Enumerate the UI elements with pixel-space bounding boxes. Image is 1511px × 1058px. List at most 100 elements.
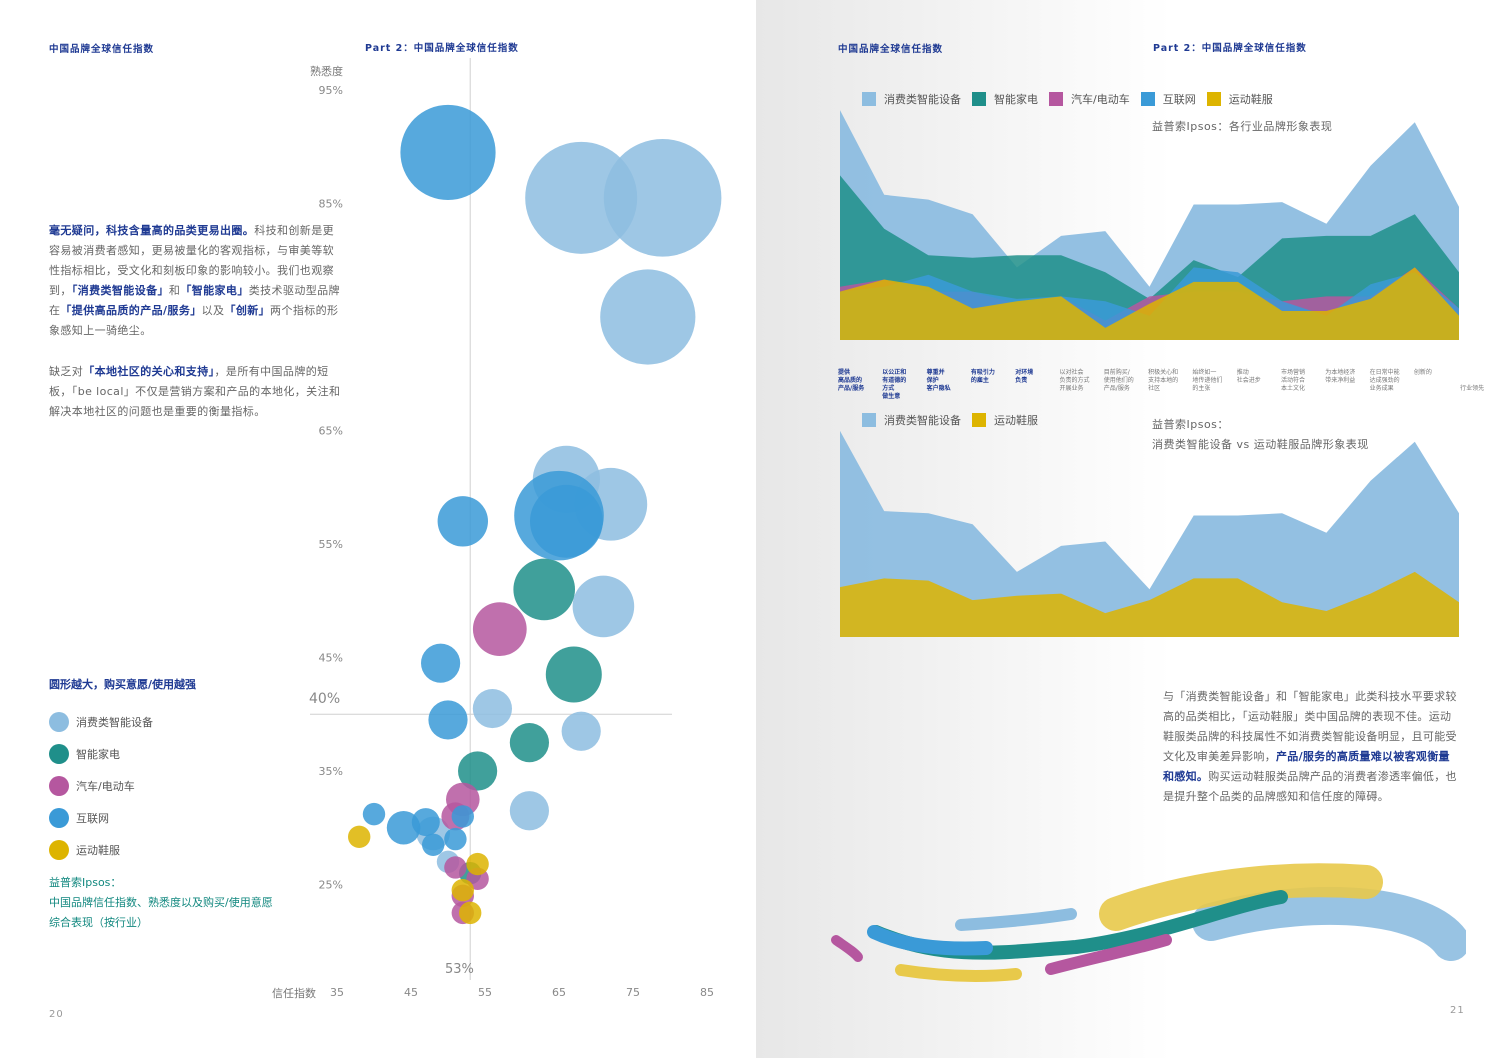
y-axis-title: 熟悉度: [310, 64, 343, 78]
intro-paragraph-run-bold: 「消费类智能设备」: [71, 284, 169, 297]
local-paragraph: 缺乏对「本地社区的关心和支持」，是所有中国品牌的短板，「be local」不仅是…: [49, 362, 345, 422]
legend-square-icon: [862, 413, 876, 427]
source-line: 益普索Ipsos：: [49, 876, 122, 889]
bottom-chart-area-1: [840, 571, 1459, 637]
legend-square-icon: [1049, 92, 1063, 106]
area-legend-item: 消费类智能设备: [862, 91, 961, 107]
bubble-3-6: [362, 802, 386, 826]
legend-dot-icon: [49, 712, 69, 732]
bubble-0-5: [572, 575, 635, 638]
category-label: 为本地经济 带来净利益: [1325, 369, 1356, 384]
trust-reference-label: 53%: [445, 962, 474, 977]
page-number-right: 21: [1450, 1005, 1465, 1016]
x-tick-label: 65: [552, 986, 566, 999]
bubble-3-10: [444, 827, 467, 851]
area-legend-label: 运动鞋服: [994, 414, 1038, 427]
legend-label: 消费类智能设备: [76, 716, 153, 729]
local-paragraph-run-text: ，是所有中国品牌的短板，「be local」不仅是营销方案和产品的本地化，关注和…: [49, 365, 341, 418]
category-label: 以公正和 有道德的 方式 做生意: [882, 369, 907, 400]
intro-paragraph-run-text: 科技和创新是更容易被消费者感知，更易被量化的客观指标，与审美等软性指标相比，受文…: [49, 224, 335, 297]
legend-dot-icon: [49, 776, 69, 796]
bubble-2-3: [444, 856, 467, 879]
category-labels: 提供 高品质的 产品/服务 以公正和 有道德的 方式 做生意 尊重并 保护 客户隐私…: [838, 369, 1484, 403]
bubble-1-2: [509, 723, 549, 763]
area-legend-item: 运动鞋服: [972, 412, 1038, 428]
y-tick-label: 55%: [319, 538, 343, 551]
bubble-1-3: [458, 751, 498, 791]
legend-dot-icon: [49, 808, 69, 828]
legend-label: 互联网: [76, 812, 109, 825]
bubble-4-1: [466, 852, 489, 876]
legend-label: 智能家电: [76, 748, 120, 761]
intro-paragraph-run-bold: 「创新」: [224, 304, 271, 317]
intro-paragraph-run-bold: 「智能家电」: [180, 284, 249, 297]
area-legend-label: 汽车/电动车: [1071, 93, 1130, 106]
x-tick-label: 35: [330, 986, 344, 999]
bottom-caption-line1: 益普索Ipsos：: [1152, 418, 1229, 431]
legend-dot-icon: [49, 840, 69, 860]
familiarity-reference-label: 40%: [309, 691, 340, 707]
category-label: 尊重并 保护 客户隐私: [926, 369, 951, 392]
category-label: 目前购买/ 使用他们的 产品/服务: [1103, 369, 1134, 392]
bubble-0-7: [561, 711, 601, 751]
intro-paragraph-run-text: 以及: [201, 304, 225, 317]
x-tick-label: 55: [478, 986, 492, 999]
bottom-chart-caption: 益普索Ipsos： 消费类智能设备 vs 运动鞋服品牌形象表现: [1152, 415, 1369, 455]
legend-dot-icon: [49, 744, 69, 764]
bubble-4-2: [451, 878, 474, 902]
bubble-3-1: [437, 496, 488, 547]
bubble-3-3: [530, 484, 603, 558]
area-legend-label: 消费类智能设备: [884, 414, 961, 427]
top-area-legend: 消费类智能设备 智能家电 汽车/电动车 互联网 运动鞋服: [862, 91, 1273, 107]
intro-paragraph-run-text: 两个指标的形象感知上一骑绝尘。: [49, 304, 339, 337]
bubble-3-9: [451, 805, 474, 828]
left-header: 中国品牌全球信任指数: [49, 44, 155, 55]
legend-item: 消费类智能设备: [49, 706, 153, 738]
y-tick-label: 45%: [319, 652, 343, 665]
intro-paragraph-run-bold: 「提供高品质的产品/服务」: [60, 304, 202, 317]
category-label: 行业领先: [1460, 385, 1485, 392]
right-paragraph-run-bold: 产品/服务的高质量难以被客观衡量和感知。: [1163, 750, 1450, 783]
x-tick-label: 85: [700, 986, 714, 999]
legend-square-icon: [1206, 92, 1221, 106]
bubble-0-2: [600, 269, 696, 365]
intro-paragraph-run-text: 和: [168, 284, 181, 297]
y-tick-label: 85%: [319, 198, 343, 211]
legend-title: 圆形越大，购买意愿/使用越强: [49, 678, 197, 691]
bubble-0-8: [509, 791, 549, 831]
bubble-3-0: [400, 104, 496, 201]
legend-item: 运动鞋服: [49, 834, 153, 866]
area-legend-label: 运动鞋服: [1228, 93, 1273, 106]
bubble-4-0: [348, 825, 371, 849]
x-tick-label: 45: [404, 986, 418, 999]
legend-square-icon: [972, 413, 986, 427]
legend-item: 互联网: [49, 802, 153, 834]
bottom-caption-line2: 消费类智能设备 vs 运动鞋服品牌形象表现: [1152, 438, 1369, 451]
category-label: 在日常中能 达成强劲的 业务成果: [1369, 369, 1400, 392]
bubble-0-0: [525, 141, 638, 254]
area-legend-label: 互联网: [1162, 93, 1196, 106]
area-legend-item: 智能家电: [972, 91, 1038, 107]
area-legend-item: 互联网: [1140, 91, 1196, 107]
legend-label: 运动鞋服: [76, 844, 120, 857]
y-tick-label: 65%: [319, 425, 343, 438]
right-paragraph-run-text: 与「消费类智能设备」和「智能家电」此类科技水平要求较高的品类相比，「运动鞋服」类…: [1163, 690, 1457, 763]
legend-square-icon: [972, 92, 986, 106]
category-label: 始终如一 地传递他们 的主张: [1192, 369, 1223, 392]
page-number-left: 20: [49, 1009, 64, 1020]
category-label: 提供 高品质的 产品/服务: [838, 369, 865, 392]
top-chart-caption: 益普索Ipsos：各行业品牌形象表现: [1152, 120, 1333, 133]
intro-paragraph: 毫无疑问，科技含量高的品类更易出圈。科技和创新是更容易被消费者感知，更易被量化的…: [49, 221, 345, 341]
legend-square-icon: [1140, 92, 1155, 106]
legend-square-icon: [862, 92, 876, 106]
bubble-1-0: [513, 558, 575, 621]
x-tick-label: 75: [626, 986, 640, 999]
legend-label: 汽车/电动车: [76, 780, 135, 793]
source-line: 中国品牌信任指数、熟悉度以及购买/使用意愿: [49, 896, 273, 909]
right-header: 中国品牌全球信任指数: [838, 44, 944, 55]
category-label: 积极关心和 支持本地的 社区: [1148, 369, 1179, 392]
legend-item: 智能家电: [49, 738, 153, 770]
local-paragraph-run-bold: 「本地社区的关心和支持」: [83, 365, 215, 378]
bubble-4-3: [459, 901, 482, 925]
